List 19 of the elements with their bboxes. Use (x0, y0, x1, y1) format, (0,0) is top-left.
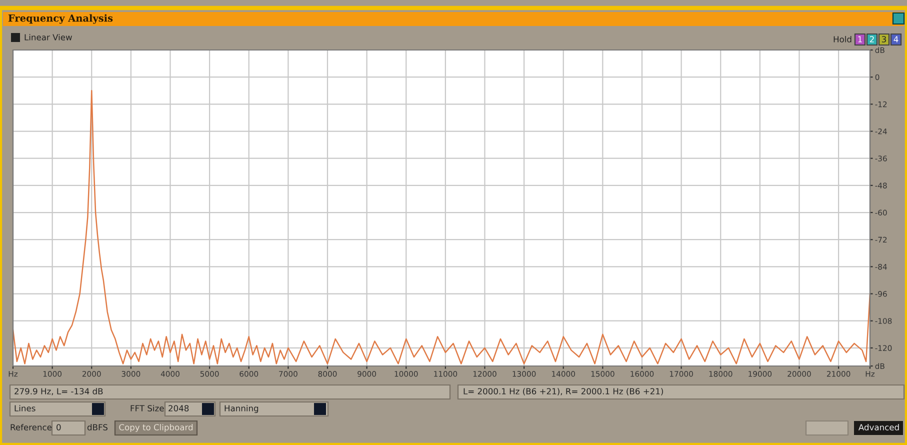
text: 2048 (168, 405, 189, 412)
text: dBFS (87, 424, 108, 430)
text: Linear View (24, 34, 72, 40)
text: 279.9 Hz, L= -134 dB (14, 388, 103, 396)
text: Advanced (858, 424, 899, 430)
line-series (13, 90, 870, 364)
text: 4 (894, 36, 898, 42)
text: Hanning (224, 404, 258, 414)
text: L= 2000.1 Hz (B6 +21), R= 2000.1 Hz (B6 +21) (464, 388, 663, 396)
text: Hold (834, 36, 852, 42)
text: 1 (858, 36, 862, 42)
text: 2 (870, 36, 874, 42)
text: 0 (56, 424, 61, 430)
text: Lines (14, 404, 36, 412)
text: 3 (882, 36, 886, 42)
text: Copy to Clipboard (119, 424, 193, 432)
text: Reference (10, 424, 52, 430)
text: FFT Size (130, 404, 164, 412)
chart-title: Frequency Analysis (8, 14, 113, 24)
